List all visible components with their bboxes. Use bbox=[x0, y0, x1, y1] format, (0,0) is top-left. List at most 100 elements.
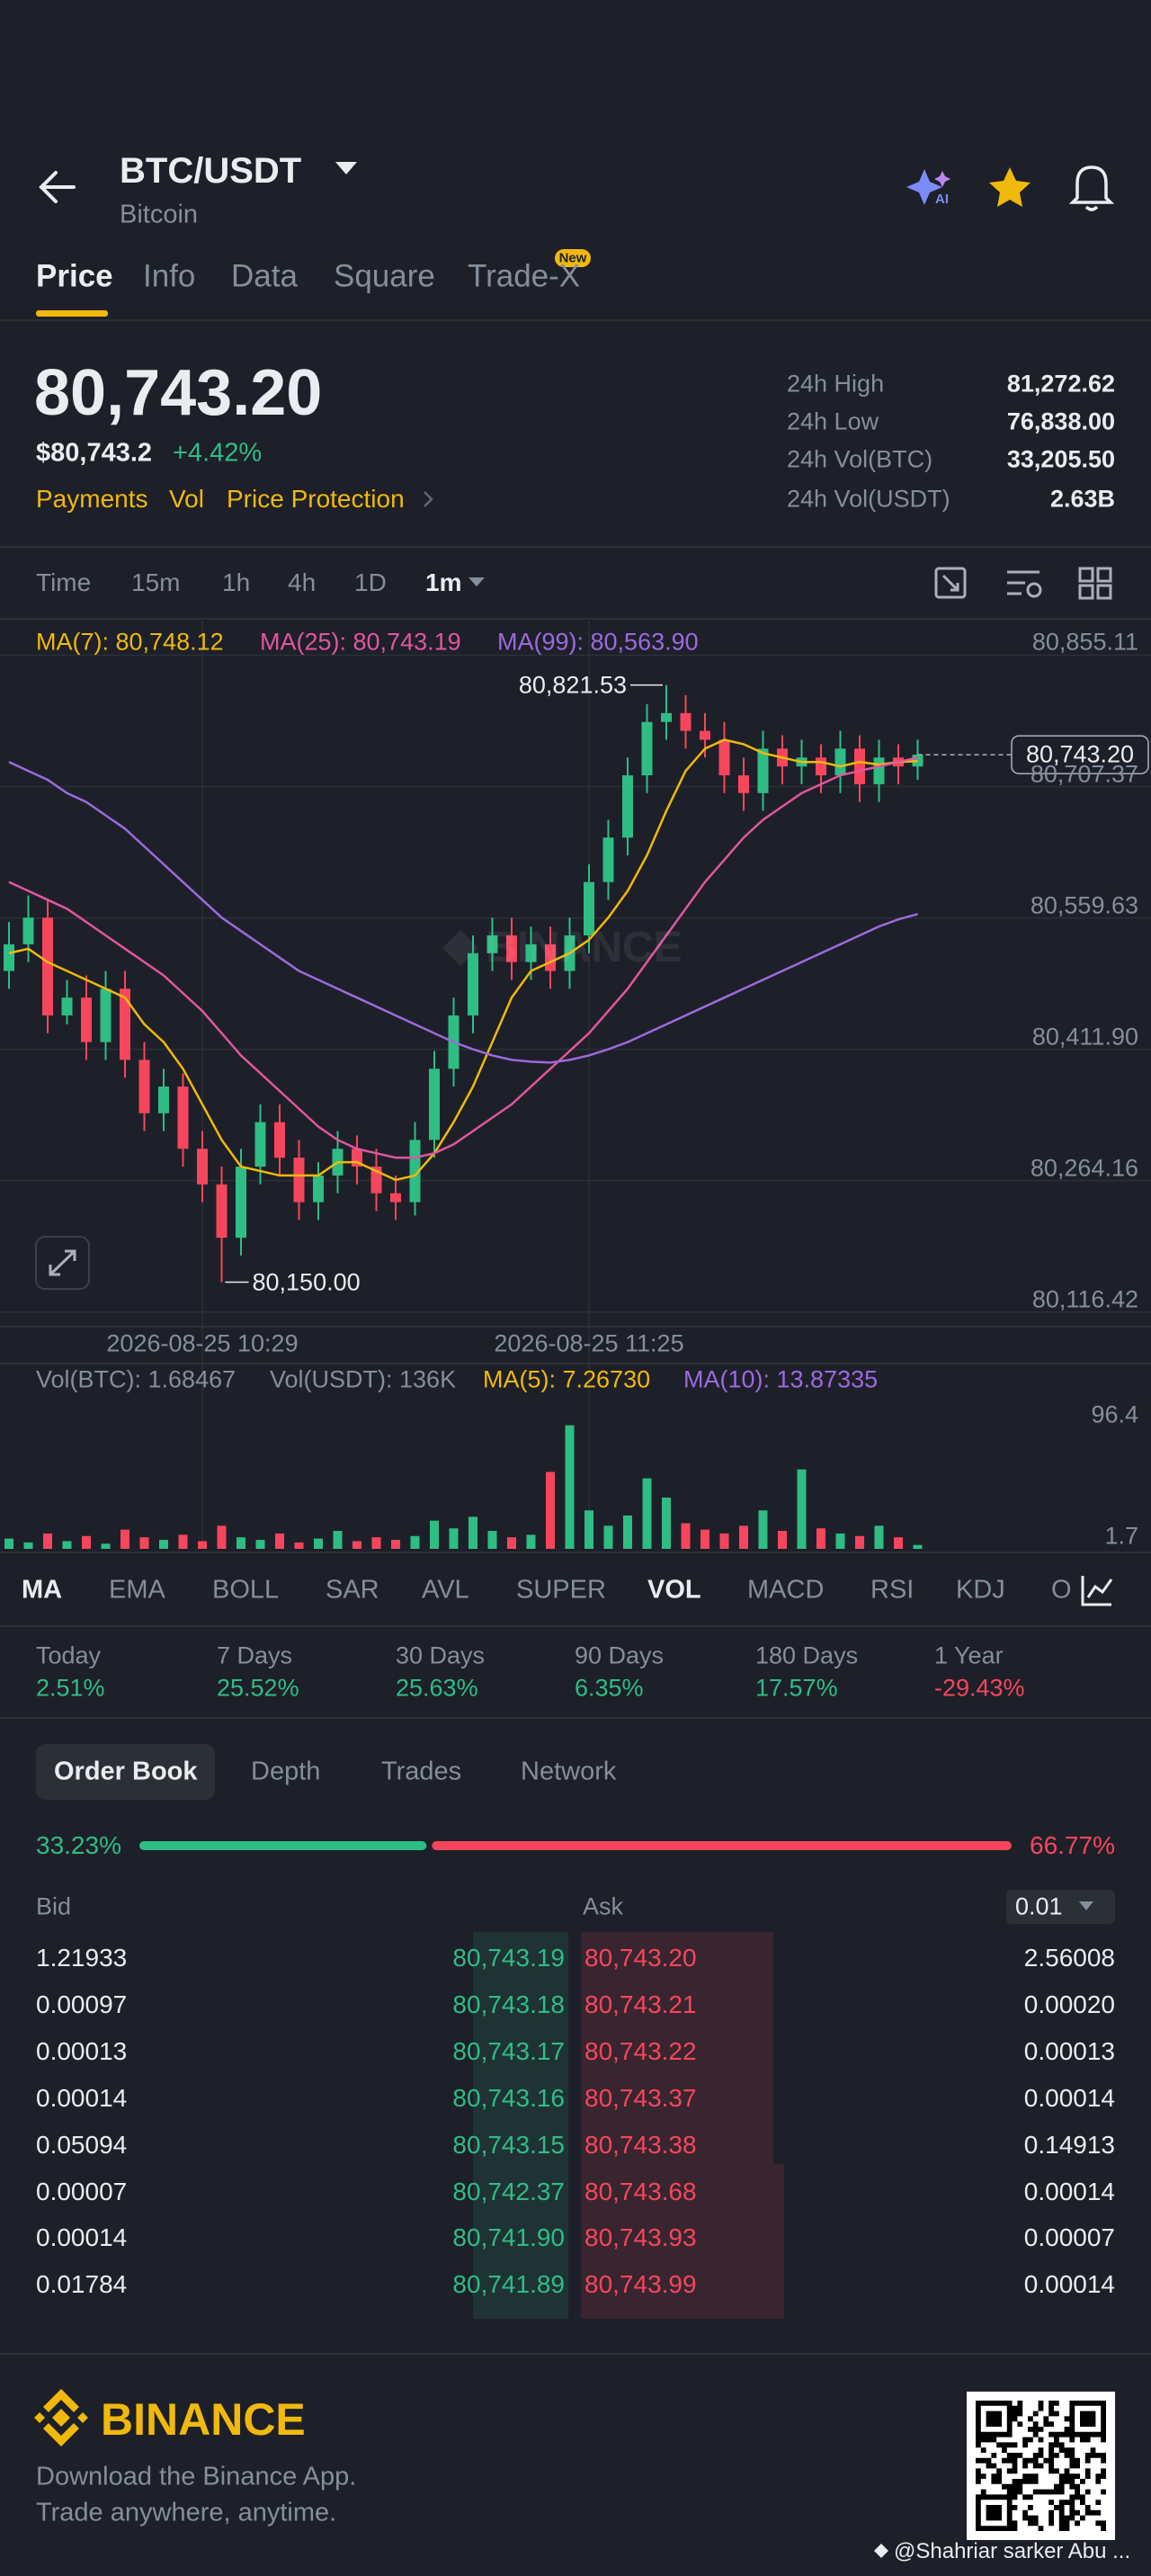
volume-bar bbox=[217, 1525, 227, 1549]
volume-bar bbox=[913, 1544, 923, 1549]
volume-bar bbox=[43, 1533, 52, 1549]
price-link[interactable]: Price Protection bbox=[227, 485, 405, 513]
bid-amount: 0.00097 bbox=[36, 1990, 128, 2018]
tab[interactable]: Data bbox=[231, 258, 298, 294]
tab[interactable]: Square bbox=[334, 258, 435, 294]
ai-button[interactable]: AI bbox=[906, 169, 950, 207]
candle-body bbox=[506, 935, 517, 962]
order-tab[interactable]: Order Book bbox=[54, 1757, 198, 1786]
volume-bar bbox=[101, 1543, 111, 1549]
ask-amount: 0.00013 bbox=[1023, 2036, 1115, 2065]
indicator-tab[interactable]: O bbox=[1051, 1575, 1072, 1605]
precision-bg[interactable] bbox=[1006, 1890, 1115, 1924]
interval[interactable]: 1D bbox=[354, 568, 387, 596]
bid-price: 80,741.89 bbox=[452, 2270, 565, 2299]
candle-body bbox=[409, 1140, 421, 1203]
volume-legend: MA(5): 7.26730 bbox=[483, 1365, 651, 1393]
alert-button[interactable] bbox=[1068, 165, 1115, 211]
interval[interactable]: 1m bbox=[425, 568, 462, 596]
candle-body bbox=[680, 712, 691, 731]
candle-body bbox=[22, 917, 34, 944]
volume-bar bbox=[603, 1525, 613, 1549]
toolbar-icon[interactable] bbox=[934, 567, 967, 599]
order-tab[interactable]: Network bbox=[521, 1757, 617, 1786]
bid-depth-bg bbox=[473, 1932, 568, 2319]
interval[interactable]: 1h bbox=[222, 568, 251, 596]
footer-text: Trade anywhere, anytime. bbox=[36, 2498, 337, 2527]
indicator-tab[interactable]: MA bbox=[22, 1575, 63, 1605]
bid-price: 80,743.19 bbox=[452, 1944, 565, 1972]
brand-logo bbox=[34, 2389, 88, 2446]
bid-price: 80,743.15 bbox=[452, 2130, 565, 2159]
indicator-tab[interactable]: VOL bbox=[647, 1575, 701, 1605]
interval[interactable]: 15m bbox=[131, 568, 181, 596]
volume-bar bbox=[255, 1540, 265, 1549]
volume-bar bbox=[82, 1535, 91, 1549]
qr-code bbox=[976, 2401, 1106, 2531]
ask-amount: 0.00014 bbox=[1023, 2177, 1115, 2205]
order-tab[interactable]: Trades bbox=[381, 1757, 462, 1786]
bid-price: 80,743.18 bbox=[452, 1990, 565, 2018]
toolbar-icon[interactable] bbox=[1078, 567, 1112, 600]
ask-depth-bg bbox=[581, 1932, 773, 2164]
candle-body bbox=[661, 712, 672, 722]
precision-select[interactable]: 0.01 bbox=[1015, 1892, 1063, 1920]
indicator-tab[interactable]: AVL bbox=[422, 1575, 469, 1605]
bid-price: 80,742.37 bbox=[452, 2177, 565, 2205]
volume-bar bbox=[371, 1537, 381, 1549]
indicator-tab[interactable]: SAR bbox=[326, 1575, 379, 1605]
indicator-tab[interactable]: KDJ bbox=[956, 1575, 1005, 1605]
price-link[interactable]: Payments bbox=[36, 485, 148, 513]
interval[interactable]: 4h bbox=[288, 568, 317, 596]
tab[interactable]: Price bbox=[36, 258, 113, 294]
candle-body bbox=[718, 739, 730, 776]
price-link[interactable]: Vol bbox=[169, 485, 204, 513]
volume-legend: Vol(USDT): 136K bbox=[270, 1365, 457, 1393]
interval-caret[interactable] bbox=[468, 577, 485, 586]
toolbar-icon[interactable] bbox=[1007, 570, 1042, 598]
candle-body bbox=[602, 837, 614, 882]
sell-ratio-label: 66.77% bbox=[1030, 1831, 1115, 1859]
active-tab-bg bbox=[36, 1744, 215, 1800]
tab[interactable]: Info bbox=[143, 258, 196, 294]
indicator-tab[interactable]: RSI bbox=[870, 1575, 915, 1605]
interval[interactable]: Time bbox=[36, 568, 92, 596]
candle-body bbox=[177, 1087, 189, 1149]
candle-body bbox=[197, 1149, 208, 1185]
tab[interactable]: Trade-X bbox=[468, 258, 581, 294]
indicator-tab[interactable]: MACD bbox=[747, 1575, 825, 1605]
period-label: Today bbox=[36, 1641, 102, 1669]
expand-icon bbox=[49, 1249, 76, 1276]
pair-dropdown-caret[interactable] bbox=[335, 162, 357, 174]
order-tab[interactable]: Depth bbox=[251, 1757, 321, 1786]
new-badge: New bbox=[558, 250, 587, 266]
pair-title[interactable]: BTC/USDT bbox=[120, 151, 302, 191]
volume-bar bbox=[739, 1525, 748, 1549]
indicator-tab[interactable]: BOLL bbox=[212, 1575, 280, 1605]
volume-bar bbox=[507, 1537, 516, 1549]
indicator-tab[interactable]: EMA bbox=[109, 1575, 165, 1605]
volume-bar bbox=[584, 1510, 593, 1549]
candle-body bbox=[854, 748, 865, 784]
ma-line bbox=[8, 756, 918, 1159]
candle-body bbox=[429, 1069, 440, 1140]
volume-bar bbox=[430, 1520, 439, 1549]
last-price-box bbox=[1011, 735, 1149, 774]
period-label: 7 Days bbox=[217, 1641, 293, 1669]
indicator-settings-button[interactable] bbox=[1081, 1576, 1113, 1606]
y-tick-label: 96.4 bbox=[1091, 1400, 1138, 1428]
favorite-button[interactable] bbox=[989, 167, 1031, 207]
candle-body bbox=[313, 1175, 324, 1203]
bid-price: 80,741.90 bbox=[452, 2223, 565, 2252]
volume-bar bbox=[62, 1541, 72, 1549]
volume-bar bbox=[236, 1537, 245, 1549]
ask-price: 80,743.38 bbox=[584, 2130, 697, 2159]
volume-bar bbox=[797, 1469, 807, 1549]
indicator-tab[interactable]: SUPER bbox=[516, 1575, 606, 1605]
volume-bar bbox=[468, 1516, 477, 1549]
volume-bar bbox=[391, 1540, 400, 1549]
expand-button[interactable] bbox=[35, 1236, 90, 1290]
volume-bar bbox=[662, 1498, 671, 1549]
back-button[interactable] bbox=[39, 171, 76, 203]
